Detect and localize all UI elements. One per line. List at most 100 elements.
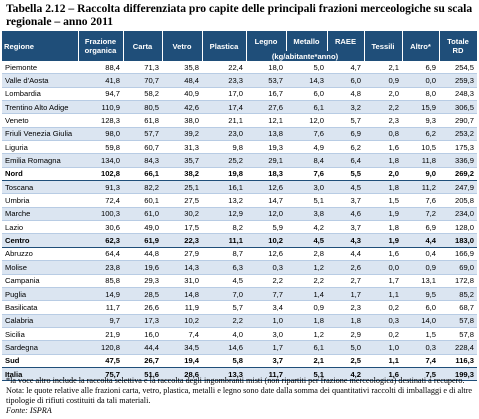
value-cell: 40,9	[162, 87, 202, 102]
value-cell: 2,2	[246, 274, 286, 288]
value-cell: 1,8	[327, 314, 364, 328]
value-cell: 35,8	[162, 61, 202, 75]
region-cell: Sicilia	[2, 327, 78, 342]
value-cell: 8,0	[402, 87, 439, 102]
value-cell: 1,8	[286, 314, 327, 328]
region-cell: Italia	[2, 367, 78, 382]
value-cell: 10,5	[402, 140, 439, 155]
region-cell: Campania	[2, 274, 78, 288]
value-cell: 23,0	[202, 127, 246, 142]
value-cell: 1,1	[364, 354, 402, 368]
region-cell: Basilicata	[2, 300, 78, 315]
value-cell: 2,3	[364, 113, 402, 128]
value-cell: 0,3	[402, 340, 439, 355]
value-cell: 6,9	[402, 220, 439, 235]
value-cell: 94,7	[78, 87, 123, 102]
value-cell: 64,4	[78, 247, 123, 262]
region-cell: Lazio	[2, 220, 78, 235]
value-cell: 61,8	[123, 113, 162, 128]
value-cell: 1,6	[364, 247, 402, 262]
value-cell: 18,3	[246, 167, 286, 182]
value-cell: 6,0	[327, 73, 364, 88]
value-cell: 4,5	[327, 180, 364, 195]
value-cell: 39,2	[162, 127, 202, 142]
value-cell: 25,1	[162, 180, 202, 195]
value-cell: 166,9	[439, 247, 477, 262]
value-cell: 13,8	[246, 127, 286, 142]
value-cell: 2,1	[286, 354, 327, 368]
table-row: Sud 47,5 26,7 19,4 5,8 3,7 2,1 2,5 1,1 7,4 116,3	[2, 354, 477, 368]
value-cell: 28,6	[162, 367, 202, 382]
region-cell: Trentino Alto Adige	[2, 100, 78, 115]
value-cell: 13,3	[202, 367, 246, 382]
value-cell: 6,2	[327, 140, 364, 155]
value-cell: 59,8	[78, 140, 123, 155]
value-cell: 27,5	[162, 193, 202, 208]
value-cell: 4,7	[327, 61, 364, 75]
header-cell: Frazione organica	[78, 31, 124, 61]
value-cell: 70,7	[123, 73, 162, 88]
value-cell: 7,6	[286, 127, 327, 142]
table-row: Calabria 9,7 17,3 10,2 2,2 1,0 1,8 1,8 0,3 14,0 57…	[2, 314, 477, 328]
value-cell: 4,4	[327, 247, 364, 262]
value-cell: 247,9	[439, 180, 477, 195]
header-cell: Totale RD	[439, 31, 478, 61]
value-cell: 60,1	[123, 193, 162, 208]
value-cell: 22,4	[202, 61, 246, 75]
value-cell: 228,4	[439, 340, 477, 355]
value-cell: 75,7	[78, 367, 123, 382]
region-cell: Sardegna	[2, 340, 78, 355]
region-cell: Abruzzo	[2, 247, 78, 262]
value-cell: 27,9	[162, 247, 202, 262]
value-cell: 16,1	[202, 180, 246, 195]
value-cell: 18,0	[246, 61, 286, 75]
value-cell: 1,1	[364, 287, 402, 302]
value-cell: 25,2	[202, 153, 246, 168]
value-cell: 6,3	[202, 260, 246, 275]
value-cell: 2,9	[327, 327, 364, 342]
value-cell: 7,2	[402, 207, 439, 222]
value-cell: 336,9	[439, 153, 477, 168]
value-cell: 51,6	[123, 367, 162, 382]
value-cell: 128,3	[78, 113, 123, 128]
region-cell: Veneto	[2, 113, 78, 128]
value-cell: 1,9	[364, 233, 402, 248]
value-cell: 134,0	[78, 153, 123, 168]
header-row: Regione Frazione organica Carta Vetro Plasti…	[2, 31, 478, 61]
value-cell: 48,4	[162, 73, 202, 88]
value-cell: 2,2	[364, 100, 402, 115]
value-cell: 7,4	[162, 327, 202, 342]
region-cell: Marche	[2, 207, 78, 222]
table-title: Tabella 2.12 – Raccolta differenziata pr…	[6, 2, 473, 28]
value-cell: 44,8	[123, 247, 162, 262]
value-cell: 14,9	[78, 287, 123, 302]
table-row: Liguria 59,8 60,7 31,3 9,8 19,3 4,9 6,2 1,6 10,5 1…	[2, 140, 477, 155]
value-cell: 9,3	[402, 113, 439, 128]
value-cell: 6,9	[327, 127, 364, 142]
value-cell: 5,1	[286, 367, 327, 382]
value-cell: 14,0	[402, 314, 439, 328]
value-cell: 98,0	[78, 127, 123, 142]
value-cell: 5,5	[327, 167, 364, 182]
value-cell: 17,4	[202, 100, 246, 115]
value-cell: 2,1	[364, 61, 402, 75]
value-cell: 7,7	[246, 287, 286, 302]
header-cell: RAEE	[327, 31, 365, 51]
value-cell: 26,6	[123, 300, 162, 315]
value-cell: 199,3	[439, 367, 477, 382]
table-row: Piemonte 88,4 71,3 35,8 22,4 18,0 5,0 4,7 2,1 6,9…	[2, 61, 477, 75]
value-cell: 3,8	[286, 207, 327, 222]
value-cell: 100,3	[78, 207, 123, 222]
value-cell: 1,0	[364, 340, 402, 355]
value-cell: 41,8	[78, 73, 123, 88]
value-cell: 3,4	[246, 300, 286, 315]
value-cell: 12,6	[246, 247, 286, 262]
value-cell: 13,1	[402, 274, 439, 288]
value-cell: 14,6	[202, 340, 246, 355]
value-cell: 34,5	[162, 340, 202, 355]
value-cell: 1,5	[402, 327, 439, 342]
value-cell: 16,7	[246, 87, 286, 102]
table-row: Valle d'Aosta 41,8 70,7 48,4 23,3 53,7 14,3 6,0…	[2, 73, 477, 88]
value-cell: 80,5	[123, 100, 162, 115]
header-cell: Legno	[246, 31, 287, 51]
